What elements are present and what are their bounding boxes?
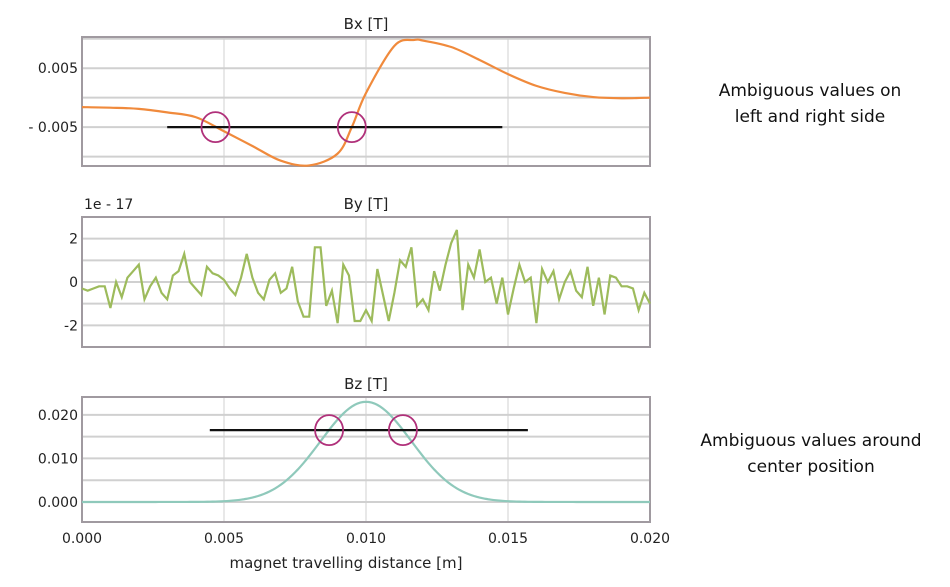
y-tick-label: 0.000 bbox=[38, 495, 78, 511]
chart-title: By [T] bbox=[344, 195, 389, 213]
y-tick-label: 2 bbox=[69, 232, 78, 248]
y-tick-label: 0 bbox=[69, 275, 78, 291]
x-tick-label: 0.010 bbox=[346, 531, 386, 547]
annotation-bottom-line2: center position bbox=[747, 457, 875, 477]
annotation-bottom-line1: Ambiguous values around bbox=[700, 431, 922, 451]
y-tick-label: 0.010 bbox=[38, 451, 78, 467]
annotation-top: Ambiguous values on left and right side bbox=[690, 78, 930, 130]
y-tick-label: 0.020 bbox=[38, 408, 78, 424]
plot-frame bbox=[81, 216, 651, 348]
ambiguity-marker-circle bbox=[314, 414, 344, 447]
series-line bbox=[82, 400, 650, 504]
y-tick-label: - 0.005 bbox=[28, 120, 78, 136]
series-line bbox=[81, 38, 651, 167]
y-tick-label: 0.005 bbox=[38, 61, 78, 77]
plot-frame bbox=[81, 396, 651, 523]
chart-title: Bz [T] bbox=[344, 375, 388, 393]
series-line bbox=[81, 229, 651, 325]
x-tick-label: 0.000 bbox=[62, 531, 102, 547]
plot-frame bbox=[81, 36, 651, 167]
y-tick-label: -2 bbox=[64, 318, 78, 334]
ambiguity-marker-circle bbox=[336, 111, 367, 144]
x-tick-label: 0.020 bbox=[630, 531, 670, 547]
ambiguity-marker-circle bbox=[200, 111, 231, 144]
x-tick-label: 0.015 bbox=[488, 531, 528, 547]
y-scale-label: 1e - 17 bbox=[84, 197, 133, 213]
x-tick-label: 0.005 bbox=[204, 531, 244, 547]
annotation-top-line2: left and right side bbox=[734, 107, 886, 127]
annotation-top-line1: Ambiguous values on bbox=[718, 81, 902, 101]
chart-title: Bx [T] bbox=[344, 15, 389, 33]
x-axis-label: magnet travelling distance [m] bbox=[230, 554, 463, 572]
annotation-bottom: Ambiguous values around center position bbox=[676, 428, 946, 480]
ambiguity-marker-circle bbox=[388, 414, 418, 447]
